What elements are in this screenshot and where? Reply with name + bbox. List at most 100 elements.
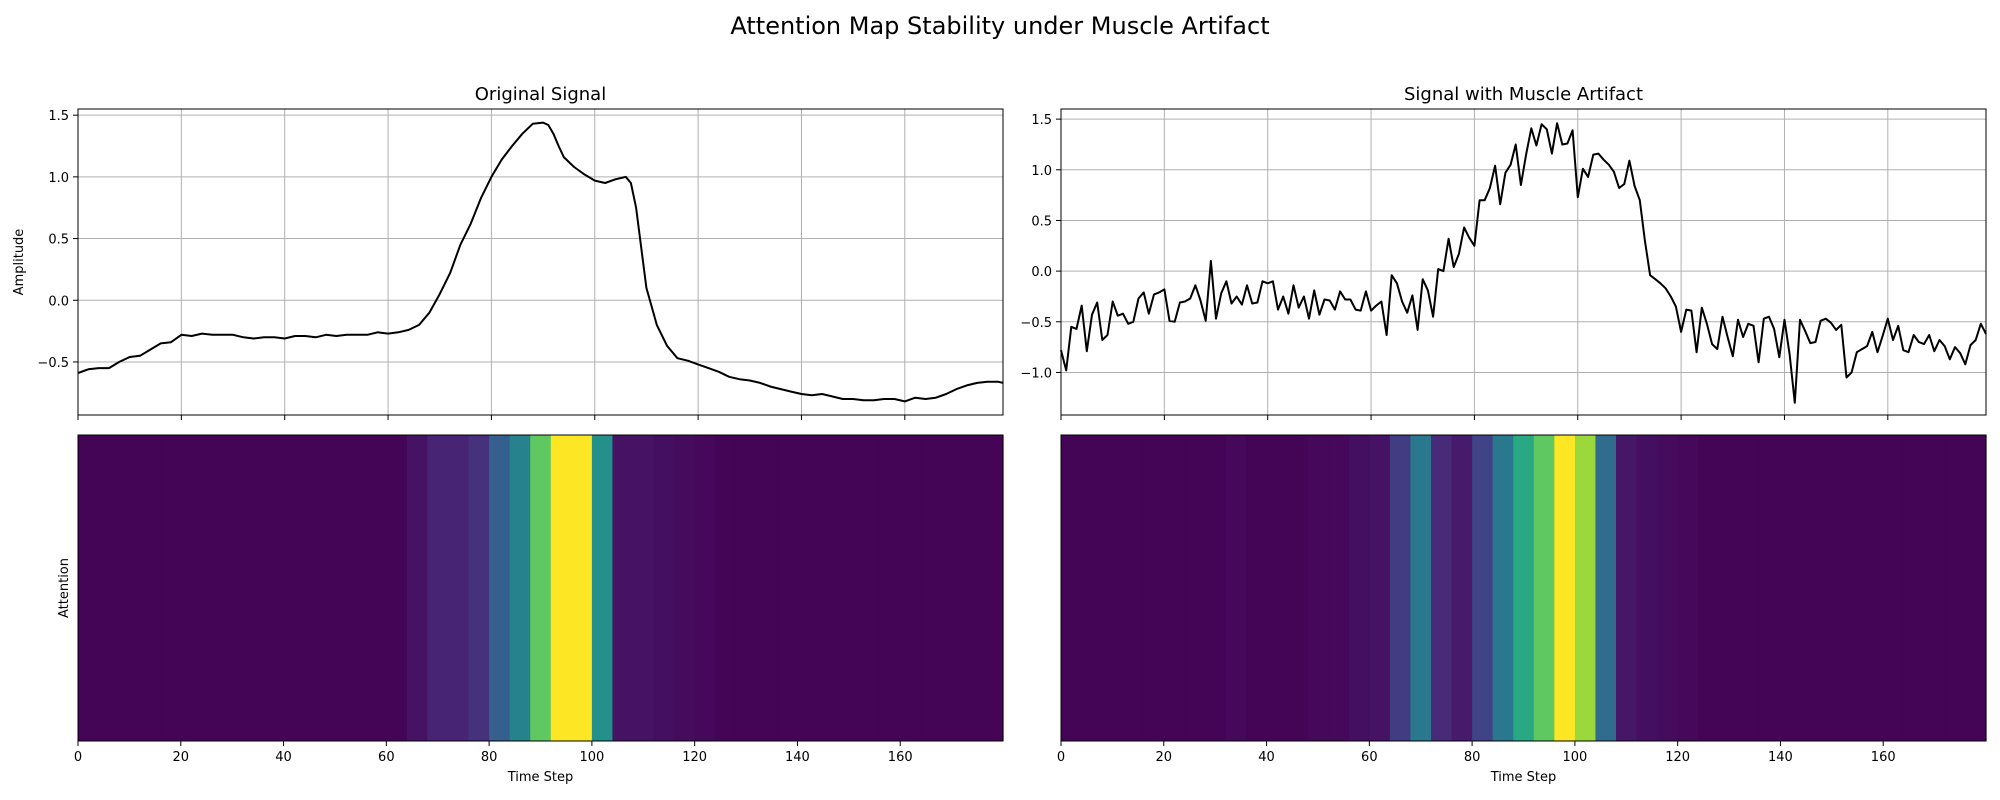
x-tick-label: 100 [579, 750, 604, 765]
attention-cell [1061, 435, 1083, 741]
attention-cell [1472, 435, 1494, 741]
attention-cell [859, 435, 881, 741]
axes-frame [1060, 434, 1987, 742]
x-tick-label: 140 [1768, 750, 1793, 765]
attention-cell [1266, 435, 1288, 741]
attention-cell [1348, 435, 1370, 741]
axes-title: Signal with Muscle Artifact [1404, 84, 1643, 105]
y-tick-label: 0.0 [1031, 265, 1052, 280]
x-tick-label: 160 [1871, 750, 1896, 765]
attention-cell [797, 435, 819, 741]
attention-cell [735, 435, 757, 741]
attention-cell [1595, 435, 1617, 741]
attention-cell [1389, 435, 1412, 741]
attention-cell [201, 435, 223, 741]
x-tick-label: 20 [1156, 750, 1173, 765]
attention-cell [571, 435, 593, 741]
attention-cell [386, 435, 408, 741]
attention-cell [1451, 435, 1473, 741]
x-tick-label: 80 [1464, 750, 1481, 765]
attention-cell [633, 435, 655, 741]
attention-cell [1698, 435, 1720, 741]
x-tick-label: 0 [74, 750, 82, 765]
attention-cell [1225, 435, 1247, 741]
attention-cell [1739, 435, 1761, 741]
attention-cell [1903, 435, 1925, 741]
x-tick-label: 120 [682, 750, 707, 765]
y-axis-label: Amplitude [12, 229, 27, 296]
attention-cell [1616, 435, 1638, 741]
attention-cell [694, 435, 716, 741]
x-tick-label: 40 [1258, 750, 1275, 765]
x-tick-label: 0 [1057, 750, 1065, 765]
attention-cell [139, 435, 161, 741]
attention-cell [98, 435, 120, 741]
attention-cell [345, 435, 367, 741]
attention-cell [1122, 435, 1144, 741]
attention-cell [1246, 435, 1268, 741]
attention-cell [1780, 435, 1802, 741]
attention-cell [1410, 435, 1432, 741]
y-axis-label: Attention [57, 558, 72, 618]
y-tick-label: 0.0 [48, 294, 69, 309]
attention-cell [941, 435, 963, 741]
attention-cell [489, 435, 511, 741]
attention-cell [1574, 435, 1597, 741]
attention-cell [550, 435, 572, 741]
x-tick-label: 80 [481, 750, 498, 765]
y-tick-label: −0.5 [1020, 316, 1052, 331]
attention-cell [776, 435, 799, 741]
attention-cell [365, 435, 387, 741]
attention-cell [1718, 435, 1740, 741]
attention-cell [879, 435, 901, 741]
attention-cell [920, 435, 942, 741]
attention-cell [78, 435, 100, 741]
y-tick-label: 1.5 [1031, 113, 1052, 128]
x-tick-label: 140 [785, 750, 810, 765]
attention-cell [1944, 435, 1967, 741]
attention-cell [1965, 435, 1987, 741]
attention-cell [1081, 435, 1103, 741]
attention-cell [324, 435, 346, 741]
attention-cell [427, 435, 449, 741]
attention-cell [818, 435, 840, 741]
signal-line [1060, 122, 1987, 404]
figure-title: Attention Map Stability under Muscle Art… [730, 12, 1269, 40]
attention-cell [1862, 435, 1884, 741]
axes-title: Original Signal [475, 84, 606, 105]
x-tick-label: 60 [378, 750, 395, 765]
attention-cell [1924, 435, 1946, 741]
attention-cell [180, 435, 202, 741]
attention-cell [304, 435, 326, 741]
attention-cell [1842, 435, 1864, 741]
attention-cell [1102, 435, 1124, 741]
attention-cell [1431, 435, 1453, 741]
attention-cell [1492, 435, 1514, 741]
attention-cell [283, 435, 305, 741]
attention-cell [119, 435, 141, 741]
y-tick-label: 1.0 [48, 171, 69, 186]
attention-cell [982, 435, 1004, 741]
attention-cell [448, 435, 470, 741]
x-tick-label: 120 [1665, 750, 1690, 765]
attention-cell [242, 435, 264, 741]
attention-cell [1307, 435, 1329, 741]
y-tick-label: 0.5 [1031, 214, 1052, 229]
attention-cell [1677, 435, 1699, 741]
y-tick-label: −1.0 [1020, 366, 1052, 381]
attention-cell [715, 435, 737, 741]
attention-cell [1143, 435, 1165, 741]
attention-cell [1287, 435, 1309, 741]
attention-cell [1636, 435, 1658, 741]
attention-cell [961, 435, 984, 741]
attention-cell [1533, 435, 1555, 741]
attention-cell [468, 435, 490, 741]
attention-cell [1759, 435, 1782, 741]
y-tick-label: −0.5 [37, 356, 69, 371]
attention-cell [530, 435, 552, 741]
attention-cell [612, 435, 634, 741]
x-tick-label: 100 [1562, 750, 1587, 765]
x-axis-label: Time Step [1490, 770, 1557, 785]
attention-cell [1821, 435, 1843, 741]
